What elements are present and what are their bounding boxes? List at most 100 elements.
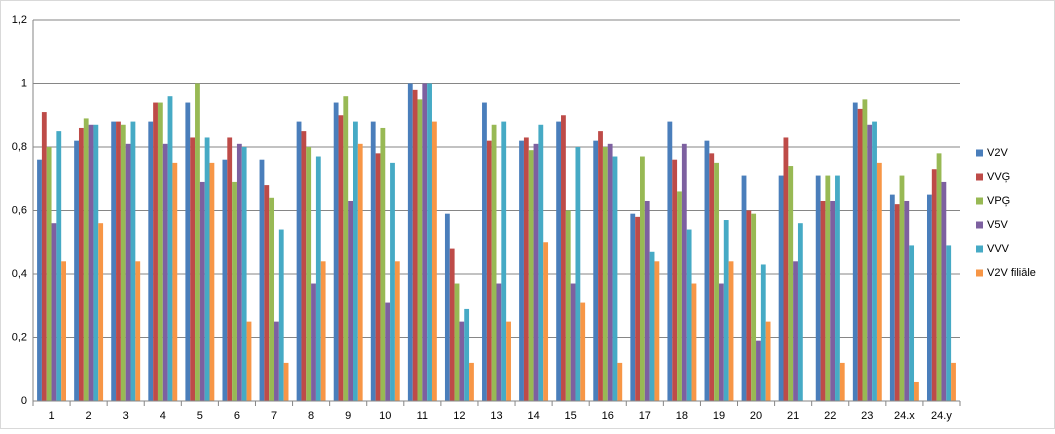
bar xyxy=(296,121,302,401)
legend-label: VVĢ xyxy=(987,171,1010,183)
bar xyxy=(264,185,270,401)
bar xyxy=(788,166,794,401)
bar xyxy=(593,140,599,401)
bar xyxy=(691,283,697,401)
bar xyxy=(872,121,877,401)
y-tick-label: 0,6 xyxy=(12,204,27,216)
bar xyxy=(120,124,126,402)
bar xyxy=(533,143,539,401)
x-tick-label: 2 xyxy=(86,410,92,422)
bar xyxy=(148,121,154,401)
bar xyxy=(135,261,141,401)
bar xyxy=(951,362,956,401)
bar xyxy=(185,102,191,402)
bar xyxy=(274,321,279,401)
legend-swatch xyxy=(976,221,983,229)
bar xyxy=(561,115,566,401)
bar xyxy=(444,213,450,401)
bar xyxy=(412,89,418,401)
bar xyxy=(222,159,228,401)
bar xyxy=(469,362,474,401)
bar xyxy=(227,137,233,401)
x-tick-label: 23 xyxy=(861,410,873,422)
bar xyxy=(385,302,391,401)
bar xyxy=(565,210,571,401)
bar xyxy=(167,96,173,401)
x-tick-label: 14 xyxy=(527,410,539,422)
x-tick-label: 12 xyxy=(453,410,465,422)
x-tick-label: 11 xyxy=(417,410,428,422)
y-tick-label: 0 xyxy=(21,395,27,407)
bar xyxy=(617,362,623,401)
legend-label: VVV xyxy=(987,243,1010,255)
bar xyxy=(195,83,200,401)
bar xyxy=(491,124,497,402)
bar xyxy=(315,156,321,401)
bar xyxy=(199,181,205,401)
bar xyxy=(667,121,673,401)
bar xyxy=(598,131,603,401)
bar xyxy=(449,248,455,401)
bar xyxy=(630,213,636,401)
bar xyxy=(835,175,840,401)
bar xyxy=(709,153,715,401)
x-tick-label: 15 xyxy=(565,410,577,422)
bar xyxy=(519,140,524,401)
x-tick-label: 20 xyxy=(750,410,762,422)
bar xyxy=(88,124,94,402)
bar xyxy=(914,381,919,401)
bar xyxy=(760,264,766,401)
bar xyxy=(538,124,544,402)
bar xyxy=(741,175,747,401)
bar xyxy=(338,115,344,401)
bar xyxy=(909,245,915,401)
bar xyxy=(486,140,492,401)
bar xyxy=(269,197,275,401)
bar xyxy=(580,302,586,401)
legend-swatch xyxy=(976,149,983,157)
bar xyxy=(793,261,798,401)
bar xyxy=(464,308,470,401)
bar xyxy=(162,143,168,401)
bar xyxy=(714,162,719,401)
bar xyxy=(501,121,507,401)
bar xyxy=(506,321,511,401)
bar xyxy=(528,150,534,401)
x-tick-label: 9 xyxy=(345,410,351,422)
bar xyxy=(380,127,386,401)
bar xyxy=(83,118,89,402)
bar xyxy=(894,204,900,401)
bar xyxy=(783,137,789,401)
legend-label: V2V xyxy=(987,147,1008,159)
x-tick-label: 16 xyxy=(602,410,614,422)
bar xyxy=(857,108,863,402)
x-tick-label: 19 xyxy=(713,410,725,422)
bar xyxy=(259,159,265,401)
bar xyxy=(672,159,678,401)
bar xyxy=(765,321,771,401)
x-tick-label: 17 xyxy=(639,410,651,422)
bar xyxy=(172,162,178,401)
bar xyxy=(111,121,117,401)
bar xyxy=(343,96,349,401)
bar xyxy=(778,175,784,401)
legend-label: VPĢ xyxy=(987,195,1010,207)
bar xyxy=(723,220,729,401)
bar xyxy=(718,283,724,401)
bar xyxy=(246,321,252,401)
bar xyxy=(543,242,549,401)
y-tick-label: 1 xyxy=(21,77,27,89)
bar xyxy=(654,261,660,401)
x-tick-label: 21 xyxy=(787,410,799,422)
bar xyxy=(427,83,432,401)
x-tick-label: 18 xyxy=(676,410,688,422)
legend-swatch xyxy=(976,269,983,277)
bar xyxy=(926,194,932,401)
bar xyxy=(422,83,428,401)
bar xyxy=(407,83,413,401)
x-tick-label: 10 xyxy=(379,410,391,422)
bar xyxy=(357,143,363,401)
bar xyxy=(190,137,196,401)
bar xyxy=(56,131,62,401)
